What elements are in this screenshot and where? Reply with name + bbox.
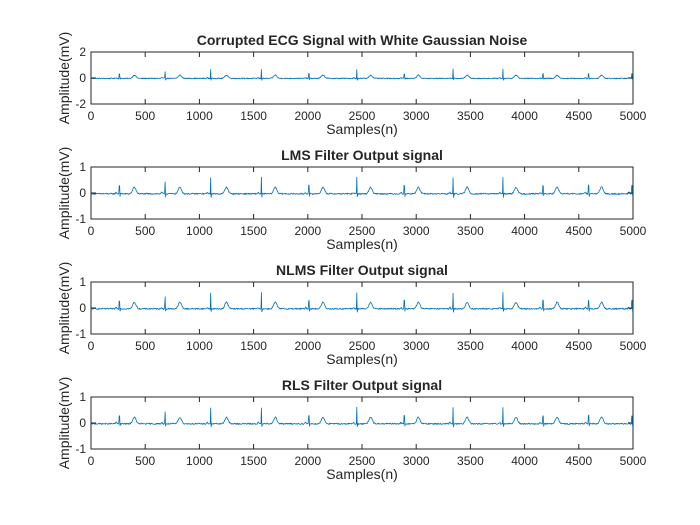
x-tick-label: 4000 <box>511 109 538 123</box>
x-tick-label: 500 <box>135 224 155 238</box>
x-tick-label: 2000 <box>294 339 321 353</box>
y-tick-label: -1 <box>75 442 86 456</box>
x-axis-label: Samples(n) <box>326 236 398 252</box>
x-tick-label: 0 <box>88 109 95 123</box>
x-tick-label: 1000 <box>186 224 213 238</box>
y-tick-label: 1 <box>79 160 86 174</box>
x-tick-label: 0 <box>88 224 95 238</box>
x-tick-label: 500 <box>135 109 155 123</box>
x-tick-label: 5000 <box>620 224 647 238</box>
chart-panel-1: 0 500 1000 1500 2000 2500 3000 3500 4000 4500 5000… <box>56 32 647 137</box>
x-tick-label: 4500 <box>565 224 592 238</box>
x-tick-label: 5000 <box>620 109 647 123</box>
plot-area <box>90 166 634 220</box>
x-tick-label: 4500 <box>565 109 592 123</box>
chart-title: Corrupted ECG Signal with White Gaussian… <box>197 32 528 48</box>
y-axis-label: Amplitude(mV) <box>56 262 72 355</box>
y-tick-label: 1 <box>79 390 86 404</box>
x-tick-label: 1500 <box>240 109 267 123</box>
x-tick-label: 3500 <box>457 109 484 123</box>
y-tick-label: 0 <box>79 416 86 430</box>
y-tick-label: 0 <box>79 186 86 200</box>
x-tick-label: 5000 <box>620 454 647 468</box>
x-tick-label: 1500 <box>240 224 267 238</box>
y-tick-label: 0 <box>79 71 86 85</box>
x-tick-label: 2500 <box>349 109 376 123</box>
x-tick-label: 5000 <box>620 339 647 353</box>
x-tick-label: 4500 <box>565 454 592 468</box>
x-tick-label: 2000 <box>294 109 321 123</box>
plot-area <box>90 281 634 335</box>
x-axis-label: Samples(n) <box>326 466 398 482</box>
x-tick-label: 1500 <box>240 339 267 353</box>
x-tick-label: 2000 <box>294 224 321 238</box>
y-tick-label: 1 <box>79 275 86 289</box>
y-tick-label: 0 <box>79 301 86 315</box>
x-tick-label: 3500 <box>457 224 484 238</box>
x-tick-label: 1000 <box>186 339 213 353</box>
chart-title: RLS Filter Output signal <box>282 377 442 393</box>
y-tick-label: -1 <box>75 212 86 226</box>
ecg-signal-trace <box>90 68 634 81</box>
y-tick-label: 2 <box>79 45 86 59</box>
chart-panel-3: 0 500 1000 1500 2000 2500 3000 3500 4000 4500 5000… <box>56 262 647 367</box>
x-tick-label: 3000 <box>403 454 430 468</box>
x-tick-label: 3000 <box>403 109 430 123</box>
x-tick-label: 1000 <box>186 454 213 468</box>
y-axis-label: Amplitude(mV) <box>56 377 72 470</box>
x-tick-label: 3500 <box>457 339 484 353</box>
chart-panel-2: 0 500 1000 1500 2000 2500 3000 3500 4000 4500 5000… <box>56 147 647 252</box>
x-tick-label: 0 <box>88 454 95 468</box>
x-tick-label: 2000 <box>294 454 321 468</box>
ecg-signal-trace <box>90 406 634 428</box>
chart-title: LMS Filter Output signal <box>281 147 443 163</box>
x-tick-label: 3500 <box>457 454 484 468</box>
x-tick-label: 1000 <box>186 109 213 123</box>
x-tick-label: 2500 <box>349 224 376 238</box>
x-axis-label: Samples(n) <box>326 121 398 137</box>
chart-title: NLMS Filter Output signal <box>276 262 448 278</box>
x-tick-label: 4500 <box>565 339 592 353</box>
x-axis-label: Samples(n) <box>326 351 398 367</box>
x-tick-label: 1500 <box>240 454 267 468</box>
ecg-signal-trace <box>90 292 634 313</box>
y-tick-label: -2 <box>75 97 86 111</box>
x-tick-label: 2500 <box>349 339 376 353</box>
y-axis-label: Amplitude(mV) <box>56 32 72 125</box>
x-tick-label: 500 <box>135 339 155 353</box>
x-tick-label: 4000 <box>511 339 538 353</box>
x-tick-label: 2500 <box>349 454 376 468</box>
chart-panel-4: 0 500 1000 1500 2000 2500 3000 3500 4000 4500 5000… <box>56 377 647 482</box>
y-axis-label: Amplitude(mV) <box>56 147 72 240</box>
x-tick-label: 500 <box>135 454 155 468</box>
y-tick-label: -1 <box>75 327 86 341</box>
ecg-signal-trace <box>90 176 634 198</box>
x-tick-label: 3000 <box>403 339 430 353</box>
x-tick-label: 4000 <box>511 454 538 468</box>
x-tick-label: 3000 <box>403 224 430 238</box>
x-tick-label: 0 <box>88 339 95 353</box>
x-tick-label: 4000 <box>511 224 538 238</box>
